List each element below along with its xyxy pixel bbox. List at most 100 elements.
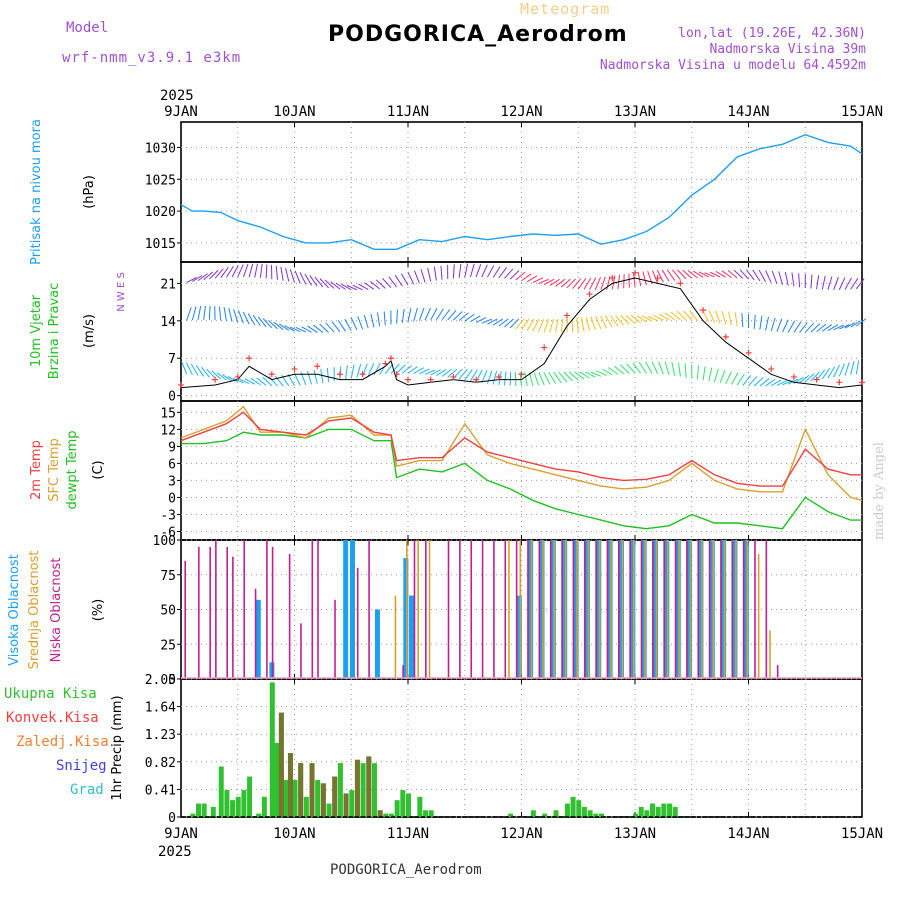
wind-barb [197, 273, 208, 281]
y-tick-label: 0.82 [145, 756, 176, 771]
rain-bar [564, 803, 570, 817]
rain-bar [218, 766, 224, 817]
y-tick-label: 14 [160, 315, 176, 330]
wind-barb [776, 318, 783, 332]
wind-barb [186, 362, 193, 376]
wind-barb [231, 265, 239, 278]
wind-barb [458, 263, 462, 278]
low-cloud-bar [652, 540, 654, 679]
wind-barb [702, 366, 706, 381]
wind-barb [475, 317, 487, 323]
y-tick-label: 1030 [145, 141, 176, 156]
low-cloud-bar [606, 540, 609, 679]
rain-bar [633, 813, 638, 817]
mid-cloud-bar [519, 540, 522, 679]
wind-barb [430, 369, 441, 376]
wind-barb [373, 362, 381, 376]
wind-barb [538, 372, 545, 386]
wind-barb [237, 264, 244, 278]
low-cloud-bar [356, 567, 359, 679]
wind-gust-marker [563, 312, 570, 319]
wind-barb [771, 270, 778, 284]
wind-barb [577, 278, 587, 290]
wind-barb [682, 310, 693, 321]
rain-bar [190, 813, 196, 817]
wind-barb [413, 367, 424, 374]
wind-barb [233, 377, 244, 384]
wind-barb [736, 373, 745, 386]
rain-bar [587, 810, 593, 817]
low-cloud-bar [481, 540, 484, 679]
rain-bar [638, 806, 644, 817]
wind-barb [357, 316, 364, 330]
wind-barb [299, 272, 307, 285]
year-top: 2025 [160, 88, 194, 104]
wind-gust-marker [495, 373, 502, 380]
wind-barb [596, 370, 607, 377]
mid-cloud-bar [610, 540, 612, 679]
wind-gust-marker [405, 376, 411, 383]
wind-gust-marker [790, 373, 797, 380]
wind-gust-marker [473, 376, 480, 383]
wind-barb [568, 371, 579, 381]
wind-barb [504, 268, 514, 279]
wind-barb [855, 360, 860, 375]
rain-bar [593, 813, 599, 817]
wind-barb [238, 378, 250, 384]
low-cloud-bar [271, 546, 274, 679]
wind-barb [816, 369, 826, 381]
wind-barb [538, 278, 549, 285]
wind-barb [195, 365, 205, 377]
high-cloud-bar [675, 540, 681, 679]
wind-gust-marker [609, 275, 616, 282]
cloud-unit: (%) [91, 599, 106, 622]
wind-barb [721, 270, 732, 278]
wind-barb [257, 316, 267, 328]
mid-cloud-bar [712, 540, 715, 679]
wind-barb [532, 318, 540, 332]
y-tick-label: 12 [160, 423, 176, 438]
wind-barb [254, 263, 258, 278]
y-tick-label: 100 [153, 534, 176, 549]
mid-cloud-bar [689, 540, 692, 679]
high-cloud-bar [516, 595, 522, 679]
wind-barb [652, 270, 659, 284]
wind-barb [623, 274, 625, 289]
wind-barb [731, 372, 739, 385]
high-cloud-bar [343, 540, 349, 679]
y-tick-label: 1.23 [145, 728, 176, 743]
wind-barb [440, 265, 443, 280]
conv-rain-bar [309, 763, 315, 817]
wind-barb [424, 307, 432, 321]
wind-gust-marker [632, 269, 638, 276]
high-cloud-bar [255, 599, 261, 679]
low-cloud-bar [583, 540, 586, 679]
wind-barb [401, 308, 405, 323]
wind-barb [350, 364, 355, 379]
wind-barb [191, 306, 197, 321]
wind-barb [218, 306, 222, 321]
low-cloud-bar [720, 540, 722, 679]
wind-barb [759, 378, 770, 387]
wind-barb [341, 283, 352, 291]
wind-barb [630, 315, 641, 324]
wind-barb [642, 271, 647, 286]
mid-cloud-bar [406, 540, 408, 679]
rain-bar [655, 806, 661, 817]
y-tick-label: 6 [168, 457, 176, 472]
wind-barb [192, 275, 203, 282]
rain-bar [598, 813, 604, 817]
y-tick-label: 0.41 [145, 783, 176, 798]
y-tick-label: 0 [168, 673, 176, 688]
wind-barb [778, 271, 784, 285]
wind-barb [419, 368, 430, 375]
wind-barb [583, 277, 592, 290]
wind-barb [515, 271, 526, 281]
mid-cloud-bar [723, 540, 726, 679]
y-tick-label: -6 [160, 525, 176, 540]
rain-bar [388, 813, 394, 817]
wind-barb [356, 363, 362, 378]
wind-barb [435, 308, 444, 321]
wind-barb [464, 263, 469, 278]
